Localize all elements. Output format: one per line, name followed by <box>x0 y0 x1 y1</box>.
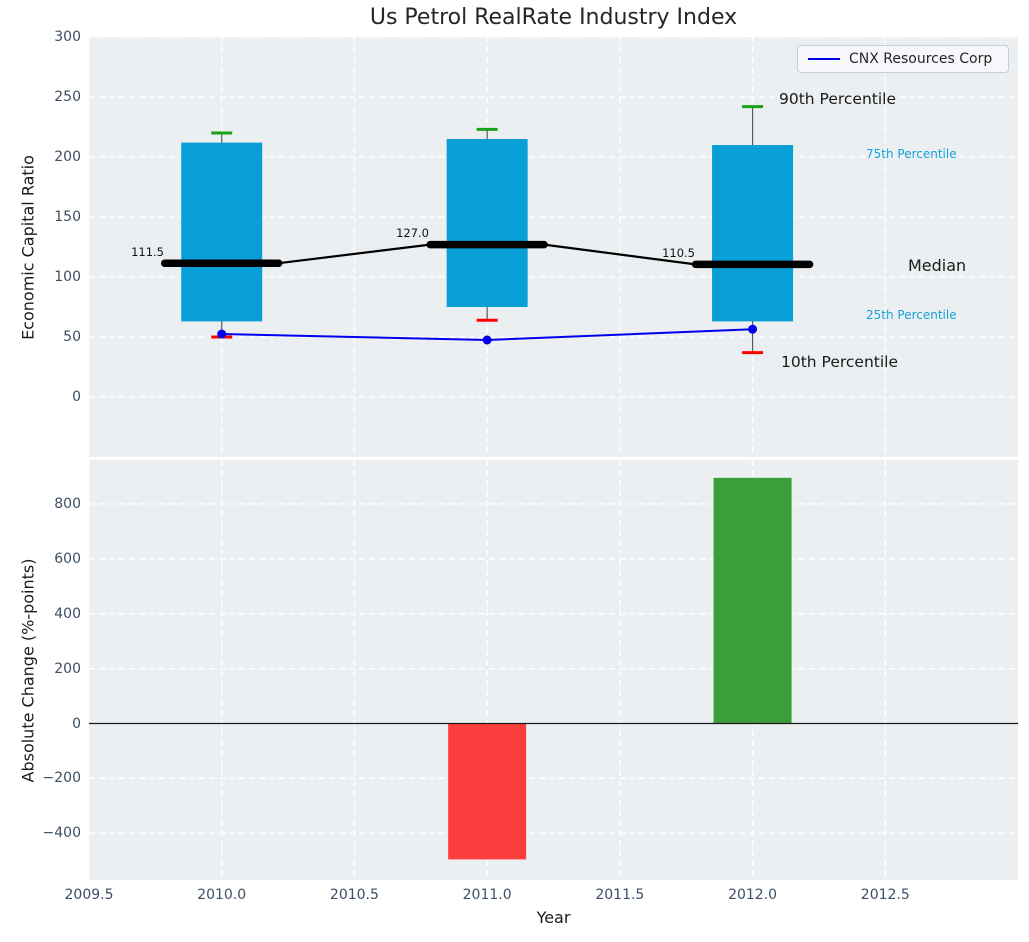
median-value-2012: 110.5 <box>662 246 695 260</box>
bottom-y-tick-label: 600 <box>54 550 81 567</box>
top-y-tick-label: 0 <box>72 389 81 405</box>
bottom-y-tick-label: 800 <box>54 495 81 512</box>
top-y-tick-label: 200 <box>54 149 81 165</box>
bottom-plot-area <box>89 460 1018 880</box>
legend-line-sample <box>808 58 840 60</box>
x-tick-label: 2009.5 <box>64 887 114 903</box>
interquartile-bar <box>446 139 528 307</box>
bottom-y-tick-label: 200 <box>54 660 81 677</box>
chart-title: Us Petrol RealRate Industry Index <box>369 5 738 30</box>
bottom-y-tick-label: 400 <box>54 605 81 622</box>
median-connector-line <box>278 243 431 265</box>
x-tick-label: 2010.0 <box>197 887 247 903</box>
legend: CNX Resources Corp <box>797 45 1009 73</box>
median-value-2010: 111.5 <box>131 245 164 259</box>
top-y-axis-label: Economic Capital Ratio <box>18 155 38 340</box>
top-y-tick-label: 300 <box>54 29 81 45</box>
median-label: Median <box>908 256 967 275</box>
change-bar-positive <box>713 477 792 724</box>
x-tick-label: 2012.0 <box>728 887 778 903</box>
top-plot-area <box>89 37 1018 457</box>
bottom-y-tick-label: −200 <box>42 770 81 787</box>
top-y-tick-label: 100 <box>54 269 81 285</box>
median-value-2011: 127.0 <box>396 226 429 240</box>
p90-percentile-label: 90th Percentile <box>779 90 897 108</box>
company-point <box>482 335 492 345</box>
top-y-tick-label: 50 <box>63 329 81 345</box>
interquartile-bar <box>712 145 794 322</box>
plot-canvas <box>89 460 1018 880</box>
p10-percentile-label: 10th Percentile <box>781 353 899 371</box>
interquartile-bar <box>181 142 263 322</box>
change-bar-negative <box>448 723 527 860</box>
x-tick-label: 2011.5 <box>595 887 645 903</box>
plot-canvas <box>89 37 1018 457</box>
top-y-tick-label: 150 <box>54 209 81 225</box>
bottom-y-tick-label: −400 <box>42 825 81 842</box>
company-point <box>217 329 227 339</box>
top-y-tick-label: 250 <box>54 89 81 105</box>
bottom-y-tick-label: 0 <box>72 715 81 732</box>
x-tick-label: 2010.5 <box>329 887 379 903</box>
p75-percentile-label: 75th Percentile <box>866 147 957 161</box>
p25-percentile-label: 25th Percentile <box>866 308 957 322</box>
median-connector-line <box>544 243 696 266</box>
x-tick-label: 2011.0 <box>462 887 512 903</box>
company-point <box>748 324 758 334</box>
x-axis-label: Year <box>536 908 571 927</box>
x-tick-label: 2012.5 <box>860 887 910 903</box>
legend-label: CNX Resources Corp <box>849 51 993 67</box>
